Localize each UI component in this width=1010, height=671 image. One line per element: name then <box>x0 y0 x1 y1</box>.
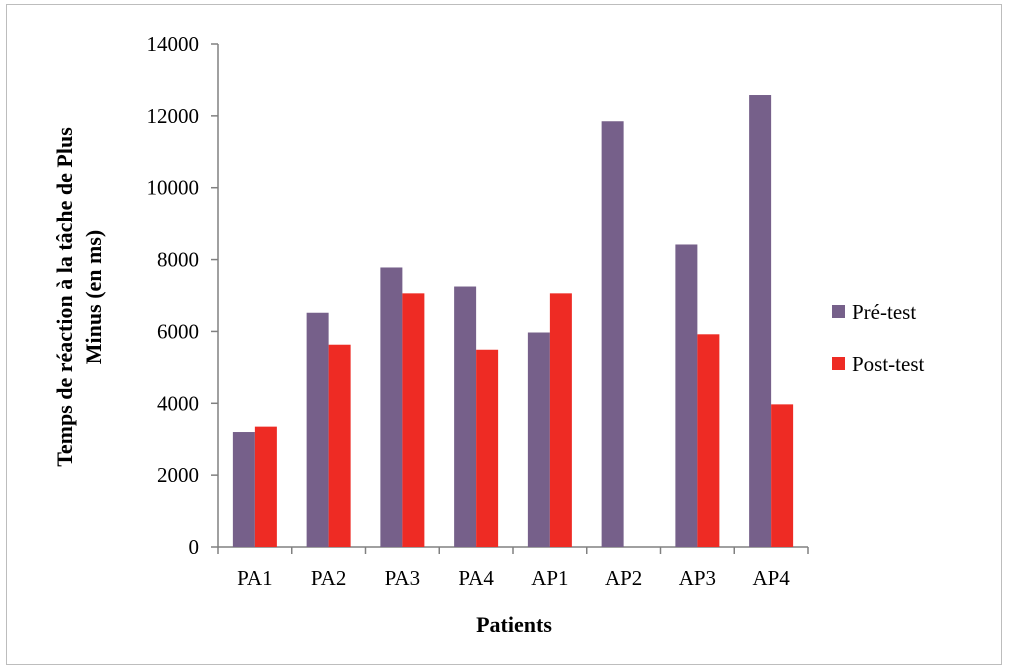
legend-label-pre-test: Pré-test <box>852 300 916 324</box>
bar-post-test-pa3 <box>402 293 425 547</box>
x-tick-label: PA1 <box>237 566 272 590</box>
y-axis-title: Temps de réaction à la tâche de Plus Min… <box>52 127 106 467</box>
y-axis-title-line-1: Temps de réaction à la tâche de Plus <box>52 127 77 467</box>
legend-swatch-post-test <box>832 357 845 370</box>
x-tick-label: AP3 <box>679 566 716 590</box>
x-axis-title: Patients <box>476 612 552 637</box>
bar-post-test-ap3 <box>697 334 720 547</box>
x-tick-label: AP1 <box>531 566 568 590</box>
bar-pre-test-pa3 <box>380 267 403 547</box>
y-tick-label: 0 <box>189 535 200 559</box>
bar-post-test-ap1 <box>549 293 572 547</box>
y-tick-label: 8000 <box>157 248 199 272</box>
bar-pre-test-pa4 <box>454 286 477 547</box>
legend-label-post-test: Post-test <box>852 352 925 376</box>
bar-post-test-pa1 <box>254 426 277 547</box>
y-tick-label: 6000 <box>157 319 199 343</box>
bar-post-test-pa4 <box>476 349 499 547</box>
bar-pre-test-pa2 <box>306 312 329 547</box>
y-tick-label: 2000 <box>157 463 199 487</box>
bar-post-test-ap4 <box>771 404 794 547</box>
bar-pre-test-ap1 <box>527 332 550 547</box>
y-tick-label: 4000 <box>157 391 199 415</box>
x-tick-label: PA2 <box>311 566 346 590</box>
y-tick-label: 12000 <box>147 104 200 128</box>
legend-swatch-pre-test <box>832 305 845 318</box>
bar-pre-test-ap2 <box>601 121 624 547</box>
bar-pre-test-ap3 <box>675 244 698 547</box>
bar-post-test-pa2 <box>328 344 351 547</box>
bar-pre-test-ap4 <box>749 95 772 548</box>
chart-frame <box>6 4 1002 665</box>
x-tick-label: PA3 <box>385 566 420 590</box>
y-axis-title-line-2: Minus (en ms) <box>81 230 106 364</box>
x-tick-label: AP4 <box>752 566 790 590</box>
x-tick-label: AP2 <box>605 566 642 590</box>
y-tick-label: 14000 <box>147 32 200 56</box>
y-tick-label: 10000 <box>147 176 200 200</box>
x-tick-label: PA4 <box>458 566 494 590</box>
bar-pre-test-pa1 <box>232 432 255 547</box>
plot-area: 0 2000 4000 6000 8000 10000 12000 14000 PA1 PA2 PA… <box>147 32 809 590</box>
legend: Pré-test Post-test <box>832 300 925 376</box>
